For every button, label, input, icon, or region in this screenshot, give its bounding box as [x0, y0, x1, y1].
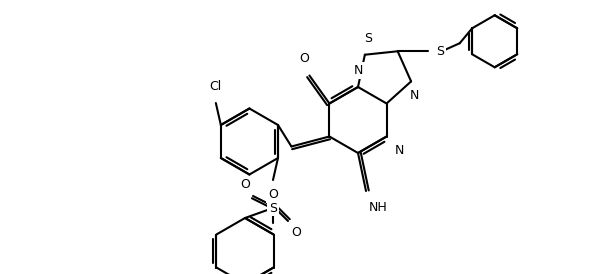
Text: O: O	[268, 188, 278, 201]
Text: Cl: Cl	[210, 80, 222, 93]
Text: O: O	[299, 53, 309, 65]
Text: NH: NH	[369, 201, 388, 214]
Text: O: O	[291, 226, 301, 239]
Text: S: S	[436, 45, 443, 58]
Text: S: S	[269, 201, 277, 215]
Text: N: N	[395, 144, 404, 158]
Text: O: O	[240, 178, 250, 191]
Text: N: N	[353, 64, 363, 77]
Text: S: S	[364, 32, 372, 45]
Text: N: N	[409, 89, 419, 102]
